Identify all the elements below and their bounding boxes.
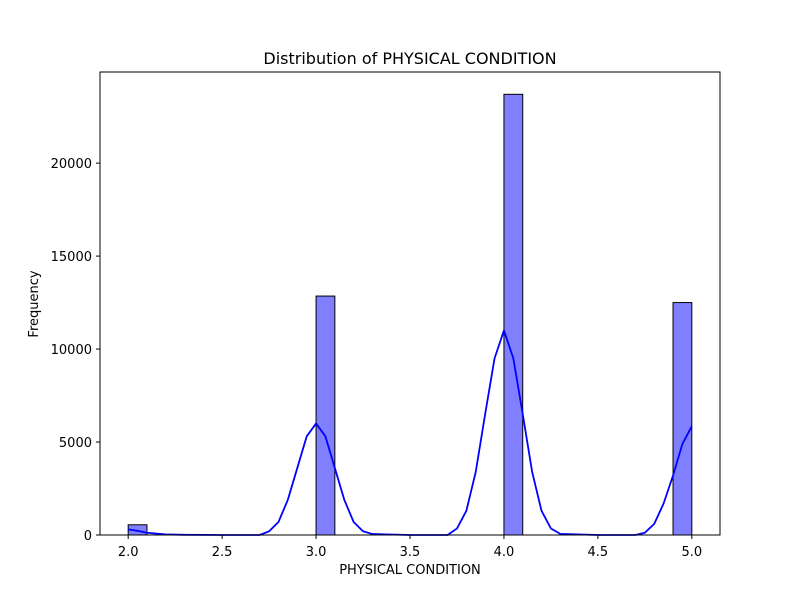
y-tick-label: 0 bbox=[84, 529, 92, 544]
y-axis-ticks: 0 5000 10000 15000 20000 bbox=[51, 157, 100, 544]
x-tick-label: 2.5 bbox=[212, 545, 233, 560]
x-tick-label: 3.0 bbox=[306, 545, 327, 560]
x-tick-label: 4.5 bbox=[588, 545, 609, 560]
y-axis-label: Frequency bbox=[27, 270, 42, 337]
y-tick-label: 20000 bbox=[51, 157, 92, 172]
y-tick-label: 5000 bbox=[59, 436, 92, 451]
x-tick-label: 3.5 bbox=[400, 545, 421, 560]
histogram-bar-2 bbox=[503, 93, 524, 536]
chart-title: Distribution of PHYSICAL CONDITION bbox=[263, 49, 556, 68]
x-tick-label: 5.0 bbox=[681, 545, 702, 560]
histogram-bar-1 bbox=[315, 295, 336, 536]
y-tick-label: 15000 bbox=[51, 250, 92, 265]
y-tick-label: 10000 bbox=[51, 343, 92, 358]
x-axis-label: PHYSICAL CONDITION bbox=[339, 563, 481, 578]
x-tick-label: 4.0 bbox=[494, 545, 515, 560]
histogram-bars bbox=[127, 93, 693, 536]
histogram-bar-3 bbox=[672, 302, 693, 536]
x-axis-ticks: 2.0 2.5 3.0 3.5 4.0 4.5 5.0 bbox=[118, 535, 702, 560]
x-tick-label: 2.0 bbox=[118, 545, 139, 560]
